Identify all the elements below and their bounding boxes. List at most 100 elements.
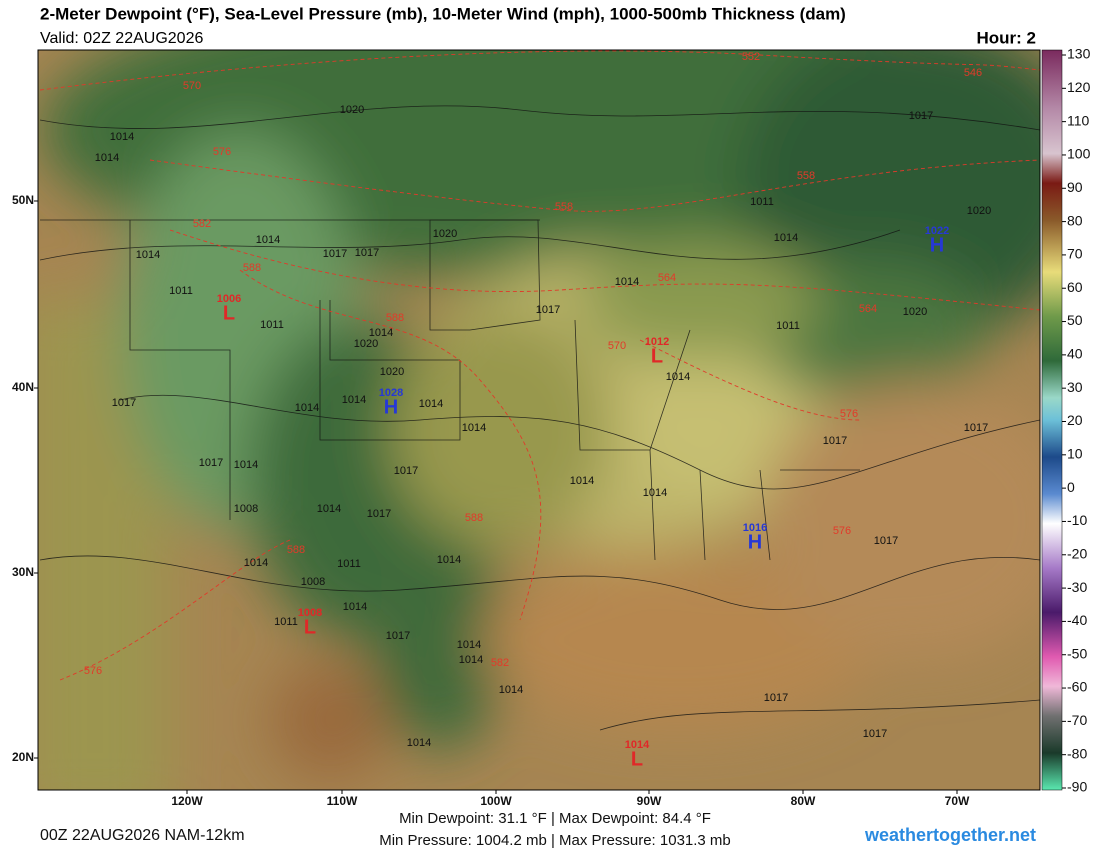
thickness-label: 558 xyxy=(797,170,815,182)
center-value: 1008 xyxy=(298,607,322,619)
isobar-label: 1014 xyxy=(419,398,443,410)
center-letter: L xyxy=(651,345,663,367)
isobar-label: 1008 xyxy=(234,503,258,515)
dewpoint-range: Min Dewpoint: 31.1 °F | Max Dewpoint: 84… xyxy=(399,810,711,827)
center-value: 1028 xyxy=(379,387,403,399)
isobar-label: 1014 xyxy=(317,503,341,515)
thickness-label: 582 xyxy=(193,218,211,230)
colorbar-label: 60 xyxy=(1067,279,1083,295)
lat-label: 50N xyxy=(12,193,34,207)
valid-time: Valid: 02Z 22AUG2026 xyxy=(40,30,203,47)
isobar-label: 1014 xyxy=(234,459,258,471)
isobar-label: 1017 xyxy=(823,435,847,447)
isobar-label: 1020 xyxy=(433,228,457,240)
colorbar xyxy=(1041,49,1063,791)
thickness-label: 588 xyxy=(386,312,404,324)
center-letter: L xyxy=(631,748,643,770)
isobar-label: 1014 xyxy=(136,249,160,261)
center-letter: H xyxy=(930,234,944,256)
isobar-label: 1017 xyxy=(394,465,418,477)
center-letter: H xyxy=(384,396,398,418)
thickness-label: 576 xyxy=(213,146,231,158)
isobar-label: 1011 xyxy=(260,319,284,331)
center-letter: L xyxy=(304,616,316,638)
colorbar-label: -10 xyxy=(1067,512,1087,528)
colorbar-label: 20 xyxy=(1067,412,1083,428)
colorbar-label: -30 xyxy=(1067,579,1087,595)
isobar-label: 1017 xyxy=(874,535,898,547)
lon-label: 110W xyxy=(327,794,358,808)
isobar-label: 1014 xyxy=(256,234,280,246)
isobar-label: 1014 xyxy=(295,402,319,414)
colorbar-label: -90 xyxy=(1067,779,1087,795)
lat-label: 40N xyxy=(12,380,34,394)
isobar-label: 1014 xyxy=(457,639,481,651)
colorbar-label: 120 xyxy=(1067,79,1091,95)
isobar-label: 1011 xyxy=(776,320,800,332)
isobar-label: 1014 xyxy=(110,131,134,143)
isobar-label: 1014 xyxy=(95,152,119,164)
isobar-label: 1014 xyxy=(343,601,367,613)
isobar-label: 1017 xyxy=(536,304,560,316)
isobar-label: 1017 xyxy=(764,692,788,704)
thickness-label: 588 xyxy=(243,262,261,274)
model-run: 00Z 22AUG2026 NAM-12km xyxy=(40,827,245,844)
isobar-label: 1008 xyxy=(301,576,325,588)
isobar-label: 1011 xyxy=(337,558,361,570)
colorbar-label: 130 xyxy=(1067,46,1091,62)
isobar-label: 1014 xyxy=(499,684,523,696)
isobar-label: 1017 xyxy=(355,247,379,259)
colorbar-label: -70 xyxy=(1067,712,1087,728)
thickness-label: 576 xyxy=(833,525,851,537)
center-value: 1016 xyxy=(743,522,767,534)
lat-label: 30N xyxy=(12,565,34,579)
isobar-label: 1014 xyxy=(244,557,268,569)
isobar-label: 1014 xyxy=(342,394,366,406)
thickness-label: 576 xyxy=(840,408,858,420)
credit: weathertogether.net xyxy=(864,825,1036,845)
colorbar-label: -60 xyxy=(1067,679,1087,695)
isobar-label: 1020 xyxy=(967,205,991,217)
lon-label: 120W xyxy=(171,794,203,808)
lon-label: 90W xyxy=(637,794,662,808)
isobar-label: 1011 xyxy=(750,196,774,208)
colorbar-label: 110 xyxy=(1067,112,1090,128)
thickness-label: 588 xyxy=(465,512,483,524)
title: 2-Meter Dewpoint (°F), Sea-Level Pressur… xyxy=(40,4,846,23)
colorbar-label: 30 xyxy=(1067,379,1083,395)
isobar-label: 1017 xyxy=(199,457,223,469)
lon-label: 100W xyxy=(480,794,512,808)
thickness-label: 558 xyxy=(555,201,573,213)
dewpoint-field xyxy=(38,50,1040,790)
colorbar-label: 40 xyxy=(1067,346,1083,362)
thickness-label: 546 xyxy=(964,67,982,79)
colorbar-label: 10 xyxy=(1067,446,1083,462)
isobar-label: 1014 xyxy=(437,554,461,566)
isobar-label: 1014 xyxy=(459,654,483,666)
colorbar-label: 70 xyxy=(1067,246,1083,262)
isobar-label: 1017 xyxy=(323,248,347,260)
isobar-label: 1014 xyxy=(643,487,667,499)
center-value: 1012 xyxy=(645,336,669,348)
isobar-label: 1017 xyxy=(909,110,933,122)
colorbar-label: -80 xyxy=(1067,745,1087,761)
colorbar-label: 90 xyxy=(1067,179,1083,195)
thickness-label: 552 xyxy=(742,51,760,63)
center-value: 1022 xyxy=(925,225,949,237)
colorbar-label: -20 xyxy=(1067,545,1087,561)
isobar-label: 1014 xyxy=(407,737,431,749)
thickness-label: 588 xyxy=(287,544,305,556)
isobar-label: 1020 xyxy=(340,104,364,116)
isobar-label: 1014 xyxy=(774,232,798,244)
lat-label: 20N xyxy=(12,750,34,764)
thickness-label: 564 xyxy=(859,303,877,315)
isobar-label: 1011 xyxy=(274,616,298,628)
lon-label: 80W xyxy=(791,794,816,808)
thickness-label: 576 xyxy=(84,665,102,677)
colorbar-label: 80 xyxy=(1067,212,1083,228)
colorbar-label: -40 xyxy=(1067,612,1087,628)
center-letter: L xyxy=(223,302,235,324)
colorbar-label: -50 xyxy=(1067,645,1087,661)
isobar-label: 1020 xyxy=(354,338,378,350)
